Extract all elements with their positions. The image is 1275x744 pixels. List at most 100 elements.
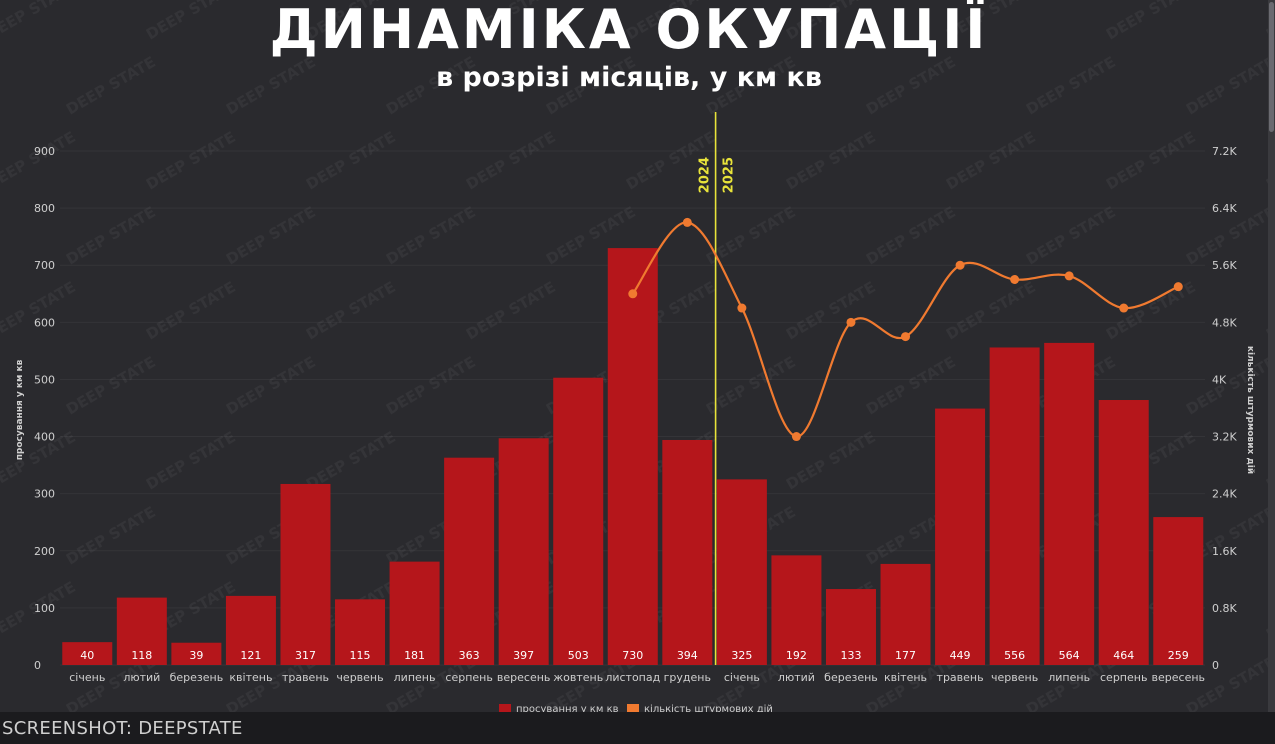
watermark-text: DEEP STATE bbox=[303, 128, 399, 194]
bar-value-label: 397 bbox=[513, 649, 534, 662]
legend-label-line: кількість штурмових дій bbox=[644, 703, 773, 712]
y-tick-label-right: 3.2K bbox=[1212, 431, 1237, 444]
bar-value-label: 181 bbox=[404, 649, 425, 662]
assault-point bbox=[1119, 303, 1129, 313]
bar bbox=[335, 599, 386, 665]
watermark-text: DEEP STATE bbox=[1023, 203, 1119, 269]
bar-value-label: 449 bbox=[950, 649, 971, 662]
bar bbox=[389, 561, 440, 665]
bar-layer bbox=[62, 248, 1204, 666]
y-tick-label-left: 400 bbox=[34, 431, 55, 444]
x-tick-label: грудень bbox=[664, 671, 711, 684]
bar-value-label: 556 bbox=[1004, 649, 1025, 662]
y-tick-label-left: 200 bbox=[34, 545, 55, 558]
watermark-text: DEEP STATE bbox=[63, 503, 159, 569]
watermark-text: DEEP STATE bbox=[63, 203, 159, 269]
watermark-text: DEEP STATE bbox=[463, 128, 559, 194]
watermark-text: DEEP STATE bbox=[223, 353, 319, 419]
watermark-text: DEEP STATE bbox=[943, 128, 1039, 194]
chart-svg: DEEP STATE DEEP STATE DEEP STATE DEEP STATE… bbox=[0, 0, 1268, 712]
bar bbox=[553, 377, 604, 665]
x-tick-label: червень bbox=[336, 671, 383, 684]
x-tick-label: січень bbox=[724, 671, 760, 684]
y-tick-label-left: 100 bbox=[34, 602, 55, 615]
bar bbox=[1098, 400, 1149, 665]
watermark-text: DEEP STATE bbox=[143, 278, 239, 344]
bar-value-label: 259 bbox=[1168, 649, 1189, 662]
x-tick-label: січень bbox=[69, 671, 105, 684]
bar bbox=[880, 563, 931, 665]
bar bbox=[280, 483, 331, 665]
watermark-text: DEEP STATE bbox=[223, 203, 319, 269]
assault-point bbox=[1010, 275, 1020, 284]
watermark-text: DEEP STATE bbox=[703, 353, 799, 419]
watermark-text: DEEP STATE bbox=[463, 278, 559, 344]
bar bbox=[607, 248, 658, 666]
watermark-text: DEEP STATE bbox=[303, 428, 399, 494]
scrollbar-track[interactable] bbox=[1268, 0, 1275, 712]
bar bbox=[444, 457, 495, 665]
bar-value-label: 503 bbox=[568, 649, 589, 662]
y-tick-label-right: 4K bbox=[1212, 373, 1227, 386]
caption-bar bbox=[0, 712, 1275, 744]
watermark-text: DEEP STATE bbox=[943, 278, 1039, 344]
legend-swatch-line bbox=[627, 704, 639, 712]
x-tick-label: серпень bbox=[445, 671, 492, 684]
assault-point bbox=[901, 332, 911, 342]
assault-point bbox=[628, 289, 638, 299]
watermark-text: DEEP STATE bbox=[0, 278, 79, 344]
x-tick-label: липень bbox=[1048, 671, 1090, 684]
bar-value-label: 564 bbox=[1059, 649, 1080, 662]
watermark-text: DEEP STATE bbox=[383, 353, 479, 419]
y-tick-label-left: 800 bbox=[34, 202, 55, 215]
x-tick-label: серпень bbox=[1100, 671, 1147, 684]
bar bbox=[225, 595, 276, 665]
y-axis-title-right: кількість штурмових дій bbox=[1245, 346, 1256, 474]
bar bbox=[1153, 517, 1204, 665]
y-tick-label-right: 0.8K bbox=[1212, 602, 1237, 615]
watermark-text: DEEP STATE bbox=[783, 278, 879, 344]
y-tick-label-left: 500 bbox=[34, 373, 55, 386]
assault-point bbox=[1064, 271, 1074, 281]
bar-value-label: 192 bbox=[786, 649, 807, 662]
y-tick-label-left: 0 bbox=[34, 659, 41, 672]
y-tick-label-left: 300 bbox=[34, 488, 55, 501]
y-tick-label-right: 0 bbox=[1212, 659, 1219, 672]
watermark-text: DEEP STATE bbox=[303, 278, 399, 344]
x-tick-label: квітень bbox=[229, 671, 272, 684]
label-layer: 40 січень 118 лютий 39 березень 121 квітень 317 т… bbox=[69, 157, 1205, 684]
bar bbox=[1044, 342, 1095, 665]
bar-value-label: 39 bbox=[189, 649, 203, 662]
bar-value-label: 464 bbox=[1113, 649, 1134, 662]
bar bbox=[171, 642, 222, 665]
bar-value-label: 325 bbox=[731, 649, 752, 662]
watermark-text: DEEP STATE bbox=[143, 128, 239, 194]
x-tick-label: листопад bbox=[605, 671, 660, 684]
watermark-text: DEEP STATE bbox=[1103, 128, 1199, 194]
x-tick-label: вересень bbox=[1152, 671, 1206, 684]
assault-point bbox=[737, 303, 747, 313]
y-axis-title-left: просування у км кв bbox=[15, 359, 25, 460]
watermark-text: DEEP STATE bbox=[783, 128, 879, 194]
bar bbox=[989, 347, 1040, 665]
assault-point bbox=[1173, 282, 1183, 292]
y-tick-label-right: 4.8K bbox=[1212, 316, 1237, 329]
assault-point bbox=[846, 317, 856, 327]
scrollbar-thumb[interactable] bbox=[1269, 2, 1274, 132]
x-tick-label: лютий bbox=[123, 671, 160, 684]
y-tick-label-left: 900 bbox=[34, 145, 55, 158]
y-tick-label-left: 700 bbox=[34, 259, 55, 272]
bar-value-label: 121 bbox=[240, 649, 261, 662]
bar bbox=[662, 439, 713, 665]
x-tick-label: червень bbox=[991, 671, 1038, 684]
screenshot-caption: SCREENSHOT: DEEPSTATE bbox=[2, 718, 243, 739]
bar bbox=[771, 555, 822, 665]
bar-value-label: 118 bbox=[131, 649, 152, 662]
watermark-text: DEEP STATE bbox=[863, 203, 959, 269]
watermark-text: DEEP STATE bbox=[143, 428, 239, 494]
bar-value-label: 40 bbox=[80, 649, 94, 662]
legend-swatch-bar bbox=[499, 704, 511, 712]
legend-layer: просування у км кв кількість штурмових ді… bbox=[499, 703, 773, 712]
bar-value-label: 394 bbox=[677, 649, 698, 662]
watermark-text: DEEP STATE bbox=[1103, 278, 1199, 344]
